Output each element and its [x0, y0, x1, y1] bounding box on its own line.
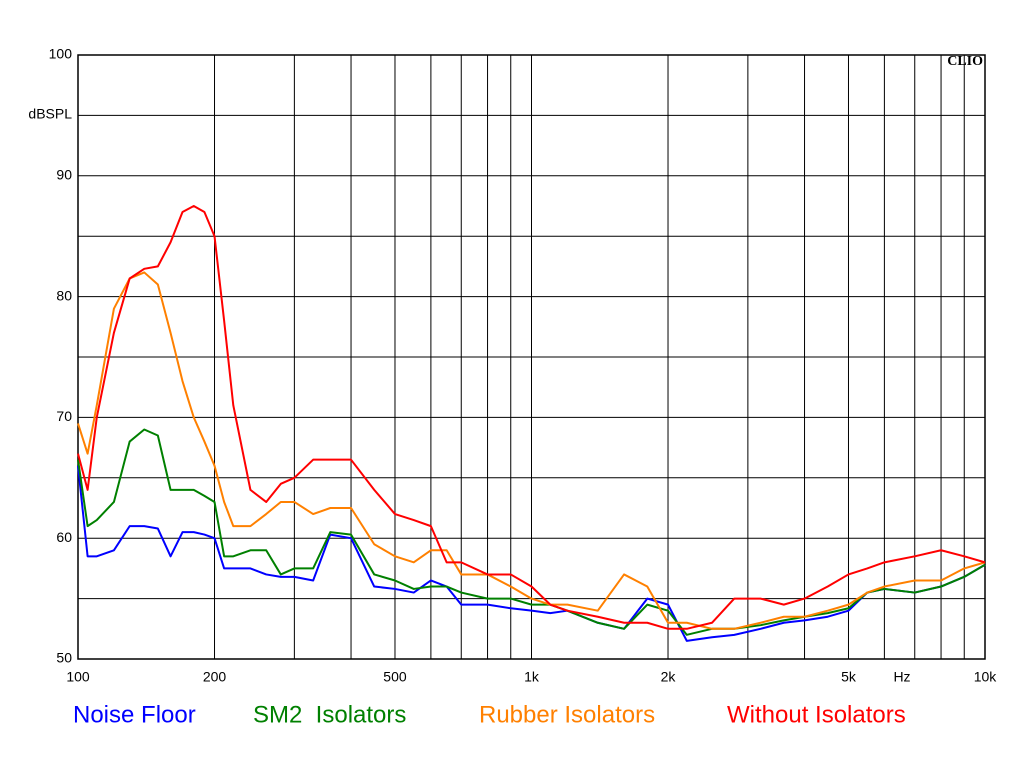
x-axis-label: Hz — [893, 669, 910, 685]
legend-entry: Noise Floor — [73, 701, 196, 728]
series-line — [77, 205, 986, 630]
legend-entry: Rubber Isolators — [479, 701, 655, 728]
x-tick-label: 10k — [974, 669, 998, 685]
x-tick-label: 1k — [524, 669, 540, 685]
series-line — [77, 465, 986, 642]
legend-entry: Without Isolators — [727, 701, 906, 728]
x-tick-label: 5k — [841, 669, 857, 685]
y-tick-label: 50 — [56, 650, 72, 666]
legend-entry: SM2 Isolators — [253, 701, 406, 728]
y-tick-label: 90 — [56, 167, 72, 183]
y-tick-label: 70 — [56, 408, 72, 424]
watermark: CLIO — [947, 54, 983, 69]
x-tick-label: 2k — [661, 669, 677, 685]
x-tick-label: 500 — [383, 669, 407, 685]
x-tick-label: 100 — [66, 669, 90, 685]
y-tick-label: 100 — [49, 46, 73, 62]
y-tick-label: 60 — [56, 529, 72, 545]
y-axis-label: dBSPL — [28, 106, 72, 122]
series-line — [77, 271, 986, 630]
y-tick-label: 80 — [56, 287, 72, 303]
plot-frame — [77, 54, 986, 660]
x-tick-label: 200 — [203, 669, 227, 685]
